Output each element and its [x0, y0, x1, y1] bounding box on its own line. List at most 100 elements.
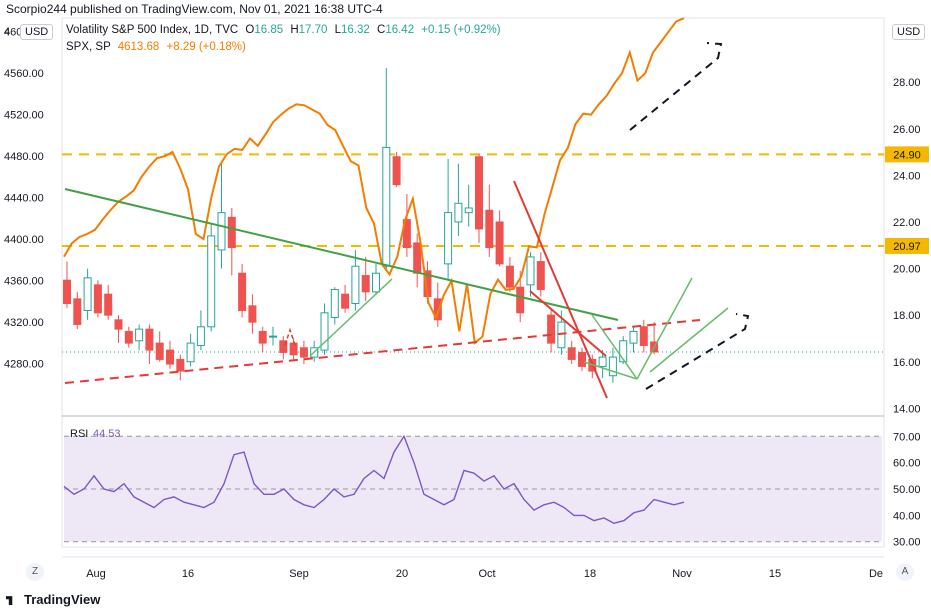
candle-body — [135, 328, 144, 342]
tradingview-logo-icon — [6, 596, 13, 606]
footer-brand-text: TradingView — [24, 592, 101, 607]
green-rally-line — [309, 278, 393, 357]
candle-body — [475, 156, 483, 230]
right-axis-tick: 18.00 — [893, 310, 921, 322]
green-breakout-line-a — [636, 277, 693, 380]
left-axis-tick-partial: 4 — [4, 26, 10, 38]
candle-body — [114, 319, 123, 330]
spx-legend: SPX, SP 4613.68 +8.29 (+0.18%) — [66, 41, 246, 53]
x-axis-tick: 20 — [396, 568, 408, 580]
rsi-axis-tick: 30.00 — [893, 537, 921, 549]
level-label-bg — [885, 146, 929, 163]
vix-change: +0.15 (+0.92%) — [421, 24, 501, 36]
spx-legend-name: SPX, SP — [66, 41, 111, 53]
candle-body — [124, 330, 133, 344]
candle-body — [433, 298, 442, 321]
candle-body — [176, 358, 185, 372]
candle-body — [567, 347, 576, 360]
candle-body — [73, 298, 82, 325]
zoom-button[interactable]: Z — [26, 563, 44, 581]
auto-scale-button[interactable]: A — [896, 563, 914, 581]
candle-body — [227, 216, 236, 249]
right-axis-tick: 14.00 — [893, 403, 921, 415]
vix-legend-name: Volatility S&P 500 Index, 1D, TVC — [66, 24, 239, 36]
candle-body — [330, 289, 339, 318]
candle-body — [639, 326, 648, 346]
left-axis-tick: 4400.00 — [4, 234, 44, 246]
x-axis-tick: De — [869, 568, 883, 580]
left-axis-tick: 4480.00 — [4, 151, 44, 163]
left-axis-tick: 4320.00 — [4, 317, 44, 329]
vix-low-label: L — [334, 24, 342, 36]
candle-body — [341, 293, 350, 309]
level-label: 20.97 — [893, 241, 921, 253]
level-label: 24.90 — [893, 149, 921, 161]
spx-change: +8.29 (+0.18%) — [166, 41, 246, 53]
candle-body — [269, 335, 277, 338]
candle-body — [444, 212, 453, 265]
candle-body — [299, 347, 308, 358]
candle-body — [320, 312, 329, 351]
candle-body — [93, 284, 102, 314]
rsi-axis-tick: 50.00 — [893, 484, 921, 496]
right-axis-tick: 26.00 — [893, 124, 921, 136]
right-axis-tick: 28.00 — [893, 77, 921, 89]
candle-body — [166, 349, 174, 365]
x-axis-tick: 18 — [584, 568, 596, 580]
candle-body — [63, 279, 71, 305]
vix-open: 16.85 — [254, 24, 284, 36]
green-breakout-line-b — [649, 307, 729, 373]
footer-brand: TradingView — [6, 592, 100, 607]
candle-body — [289, 342, 298, 356]
candle-body — [526, 256, 535, 286]
vix-high: 17.70 — [298, 24, 328, 36]
publisher-header: Scorpio244 published on TradingView.com,… — [6, 2, 383, 16]
right-axis-tick: 24.00 — [893, 170, 921, 182]
right-axis-tick: 20.00 — [893, 264, 921, 276]
left-axis-tick: 4560.00 — [4, 68, 44, 80]
candle-body — [495, 221, 504, 265]
candle-body — [372, 272, 380, 293]
x-axis-tick: Nov — [672, 568, 692, 580]
green-wedge-lower — [583, 361, 638, 380]
candle-body — [145, 328, 154, 351]
x-axis-tick: Aug — [86, 568, 106, 580]
candle-body — [505, 265, 514, 288]
x-axis-tick: Oct — [478, 568, 495, 580]
candle-body — [382, 146, 391, 267]
candle-body — [464, 207, 473, 214]
vix-close-label: C — [377, 24, 386, 36]
rsi-axis-tick: 60.00 — [893, 458, 921, 470]
right-currency-badge[interactable]: USD — [892, 24, 926, 40]
black-projection-upper — [629, 42, 723, 131]
candle-body — [196, 326, 205, 346]
candle-body — [402, 219, 411, 249]
level-label-bg — [885, 237, 929, 254]
rsi-label: RSI — [70, 428, 88, 440]
red-channel-lower — [529, 290, 607, 357]
candle-body — [392, 156, 401, 186]
green-wedge-upper — [591, 314, 638, 380]
plot-frame — [61, 17, 885, 548]
candle-body — [578, 351, 586, 367]
candle-body — [155, 342, 164, 360]
left-currency-badge[interactable]: USD — [20, 24, 54, 40]
candle-body — [629, 330, 638, 344]
candle-body — [413, 242, 422, 274]
right-axis-tick: 16.00 — [893, 357, 921, 369]
candle-body — [238, 272, 247, 311]
rsi-axis-tick: 70.00 — [893, 431, 921, 443]
vix-legend: Volatility S&P 500 Index, 1D, TVC O16.85… — [66, 24, 501, 36]
rsi-value: 44.53 — [93, 428, 121, 440]
right-axis-tick: 22.00 — [893, 217, 921, 229]
spx-line — [63, 17, 685, 345]
black-projection-lower — [645, 313, 750, 390]
rsi-axis-tick: 40.00 — [893, 510, 921, 522]
spx-value: 4613.68 — [117, 41, 160, 53]
candle-body — [258, 330, 267, 344]
candle-body — [608, 356, 617, 377]
candle-body — [207, 235, 216, 328]
green-trendline — [64, 188, 619, 321]
candle-body — [351, 265, 360, 304]
